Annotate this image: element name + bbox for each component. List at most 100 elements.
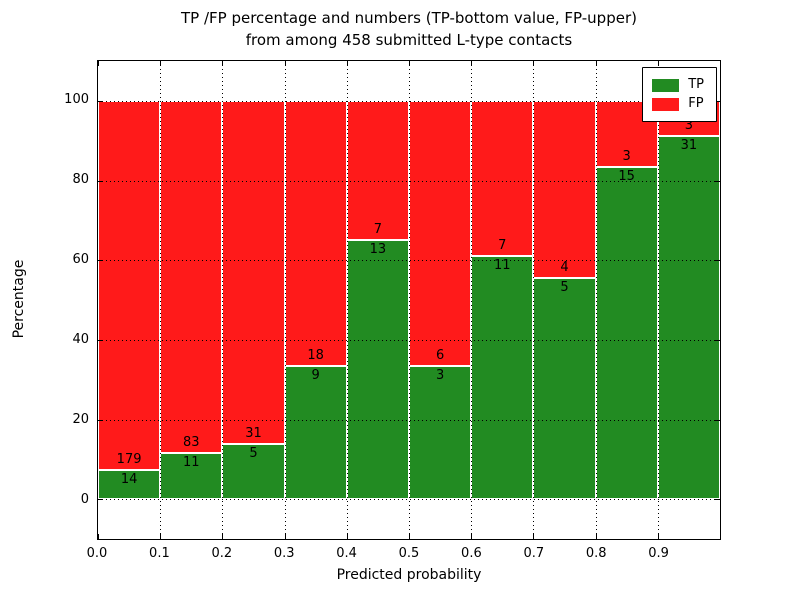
tp-count-label: 3	[435, 368, 445, 384]
fp-count-label: 18	[307, 348, 324, 364]
y-tick-left	[98, 260, 103, 262]
tp-bar-segment	[284, 366, 347, 500]
v-gridline	[657, 61, 659, 539]
x-tick-bottom	[284, 534, 286, 539]
tp-legend-swatch-icon	[652, 78, 680, 92]
x-tick-bottom	[160, 534, 162, 539]
tp-bar-segment	[657, 136, 720, 500]
x-tick-top	[160, 61, 162, 66]
y-tick-label: 60	[72, 252, 89, 267]
fp-count-label: 7	[373, 222, 383, 238]
y-tick-right	[715, 339, 720, 341]
x-tick-top	[98, 61, 99, 66]
tp-bar-segment	[533, 277, 596, 500]
tp-bar-segment	[471, 255, 534, 500]
x-tick-bottom	[98, 534, 99, 539]
y-tick-right	[715, 499, 720, 501]
v-gridline	[222, 61, 224, 539]
fp-count-label: 7	[498, 237, 507, 253]
y-tick-left	[98, 339, 103, 341]
fp-bar-segment	[471, 100, 534, 256]
v-gridline	[409, 61, 410, 539]
y-tick-right	[715, 100, 720, 102]
x-tick-label: 0.7	[523, 546, 545, 561]
legend-row: FP	[652, 96, 704, 112]
y-tick-right	[715, 419, 720, 421]
chart-title-line1: TP /FP percentage and numbers (TP-bottom…	[181, 9, 637, 27]
y-tick-label: 40	[72, 332, 89, 347]
chart-legend: TP FP	[642, 67, 717, 122]
x-tick-label: 0.8	[585, 546, 607, 561]
x-tick-bottom	[222, 534, 224, 539]
v-gridline	[284, 61, 286, 539]
y-axis-label: Percentage	[11, 259, 27, 339]
y-tick-label: 20	[72, 412, 89, 427]
tp-count-label: 15	[618, 169, 635, 185]
y-tick-label: 100	[64, 92, 89, 107]
x-tick-top	[657, 61, 659, 66]
tp-count-label: 14	[120, 472, 138, 488]
x-tick-top	[533, 61, 535, 66]
y-tick-left	[98, 180, 103, 182]
x-tick-label: 0.1	[149, 546, 170, 561]
tp-bar-segment	[346, 240, 409, 500]
plot-area: TP FP 179 14 83 11 31 5 18 9 7 13 6 3 7 11 4 5 3 15 3 31	[97, 60, 721, 540]
tp-count-label: 31	[680, 137, 698, 153]
fp-count-label: 6	[435, 348, 445, 364]
y-tick-right	[715, 180, 720, 182]
x-tick-label: 0.4	[336, 546, 357, 561]
x-tick-bottom	[409, 534, 410, 539]
fp-bar-segment	[284, 100, 347, 367]
tp-count-label: 5	[249, 445, 258, 461]
x-tick-label: 0.9	[648, 546, 669, 561]
fp-count-label: 83	[183, 434, 200, 450]
fp-count-label: 31	[245, 425, 262, 441]
v-gridline	[160, 61, 162, 539]
x-tick-bottom	[533, 534, 535, 539]
tp-bar-segment	[595, 167, 658, 500]
tp-count-label: 13	[369, 242, 387, 258]
tp-count-label: 11	[183, 454, 200, 470]
fp-count-label: 3	[684, 117, 694, 133]
x-tick-bottom	[346, 534, 348, 539]
y-tick-left	[98, 419, 103, 421]
legend-label: FP	[688, 96, 704, 111]
fp-bar-segment	[222, 100, 285, 444]
fp-count-label: 3	[622, 149, 631, 165]
x-tick-top	[346, 61, 348, 66]
y-tick-left	[98, 100, 103, 102]
fp-count-label: 4	[560, 259, 569, 275]
fp-bar-segment	[160, 100, 223, 453]
tp-count-label: 11	[494, 257, 511, 273]
x-tick-top	[595, 61, 597, 66]
y-tick-label: 0	[80, 492, 89, 507]
v-gridline	[346, 61, 348, 539]
chart-title: TP /FP percentage and numbers (TP-bottom…	[97, 7, 721, 51]
x-tick-top	[471, 61, 473, 66]
x-tick-bottom	[471, 534, 473, 539]
legend-row: TP	[652, 77, 704, 93]
x-axis-label: Predicted probability	[336, 567, 482, 583]
legend-label: TP	[688, 77, 704, 92]
fp-bar-segment	[98, 100, 161, 471]
x-tick-top	[284, 61, 286, 66]
v-gridline	[471, 61, 473, 539]
tp-count-label: 5	[560, 279, 569, 295]
fp-bar-segment	[346, 100, 409, 241]
tp-bar-segment	[98, 470, 161, 500]
y-tick-left	[98, 499, 103, 501]
x-tick-top	[222, 61, 224, 66]
x-tick-bottom	[657, 534, 659, 539]
x-tick-label: 0.6	[461, 546, 482, 561]
x-tick-label: 0.2	[211, 546, 233, 561]
fp-count-label: 179	[116, 452, 142, 468]
tp-count-label: 9	[311, 368, 320, 384]
x-tick-label: 0.3	[273, 546, 295, 561]
chart-title-line2: from among 458 submitted L-type contacts	[245, 31, 573, 49]
x-tick-label: 0.5	[398, 546, 420, 561]
x-tick-top	[409, 61, 410, 66]
fp-legend-swatch-icon	[652, 97, 680, 111]
tp-bar-segment	[160, 452, 223, 500]
x-tick-bottom	[595, 534, 597, 539]
